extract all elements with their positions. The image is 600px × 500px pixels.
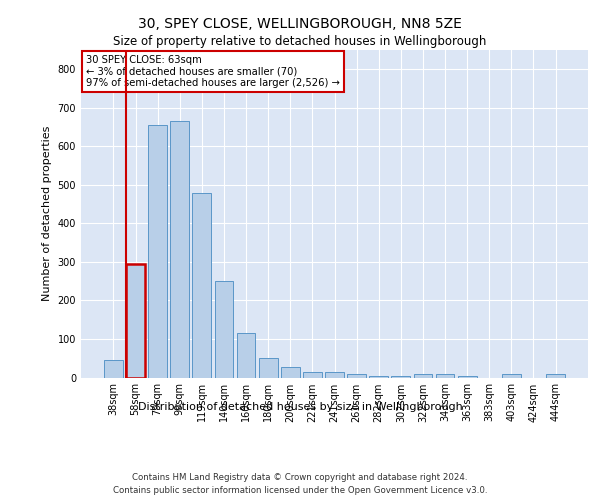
Bar (281, 367, 299, 378)
Bar (502, 374, 521, 378)
Bar (347, 374, 366, 378)
Text: Contains HM Land Registry data © Crown copyright and database right 2024.: Contains HM Land Registry data © Crown c… (132, 472, 468, 482)
Bar (546, 374, 565, 378)
Bar (303, 372, 322, 378)
Text: Contains public sector information licensed under the Open Government Licence v3: Contains public sector information licen… (113, 486, 487, 495)
Bar (259, 358, 278, 378)
Bar (170, 122, 189, 378)
Text: Size of property relative to detached houses in Wellingborough: Size of property relative to detached ho… (113, 35, 487, 48)
Bar (215, 281, 233, 378)
Text: 30 SPEY CLOSE: 63sqm
← 3% of detached houses are smaller (70)
97% of semi-detach: 30 SPEY CLOSE: 63sqm ← 3% of detached ho… (86, 55, 340, 88)
Text: Distribution of detached houses by size in Wellingborough: Distribution of detached houses by size … (137, 402, 463, 412)
Bar (126, 264, 145, 378)
Bar (148, 125, 167, 378)
Bar (413, 374, 433, 378)
Bar (458, 376, 476, 378)
Y-axis label: Number of detached properties: Number of detached properties (42, 126, 52, 302)
Bar (370, 376, 388, 378)
Bar (325, 372, 344, 378)
Bar (391, 376, 410, 378)
Bar (104, 360, 123, 378)
Bar (193, 192, 211, 378)
Text: 30, SPEY CLOSE, WELLINGBOROUGH, NN8 5ZE: 30, SPEY CLOSE, WELLINGBOROUGH, NN8 5ZE (138, 18, 462, 32)
Bar (436, 374, 454, 378)
Bar (236, 333, 256, 378)
